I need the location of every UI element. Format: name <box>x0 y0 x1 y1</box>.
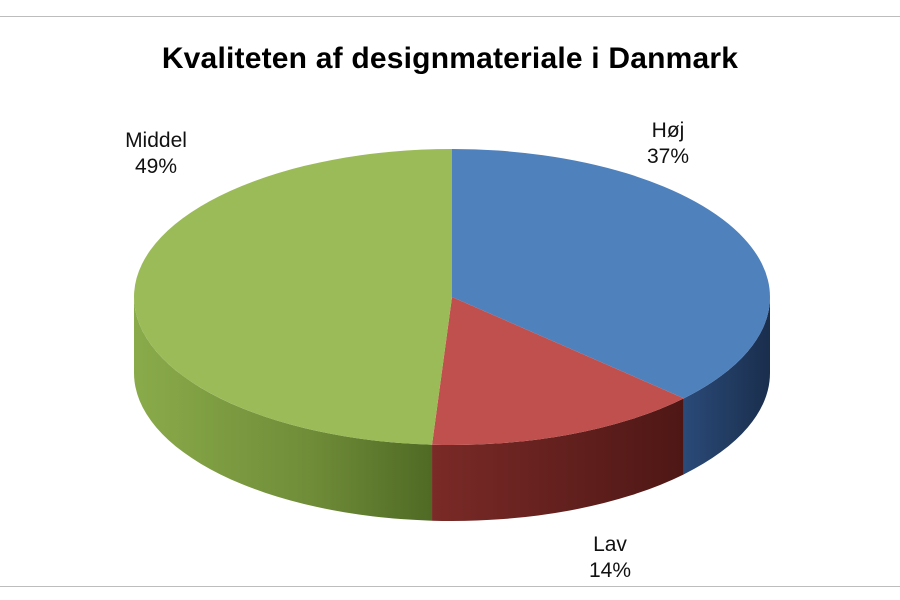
frame-top-border <box>0 16 900 17</box>
pie-slice-middel <box>134 149 452 445</box>
slice-label-middel-name: Middel <box>125 129 187 152</box>
slice-label-hoj: Høj 37% <box>608 118 728 170</box>
pie-slice-side-lav <box>432 398 684 521</box>
slice-label-lav: Lav 14% <box>550 532 670 584</box>
slice-label-hoj-name: Høj <box>651 119 685 142</box>
pie-slice-side-middel <box>134 297 433 521</box>
slice-label-lav-name: Lav <box>593 533 627 556</box>
slice-label-middel: Middel 49% <box>96 128 216 180</box>
pie-slice-side-hoj <box>683 297 770 475</box>
slice-label-hoj-value: 37% <box>646 145 690 168</box>
chart-title: Kvaliteten af designmateriale i Danmark <box>161 42 739 75</box>
frame-bottom-border <box>0 586 900 587</box>
slice-label-lav-value: 14% <box>588 559 632 582</box>
slice-label-middel-value: 49% <box>134 155 178 178</box>
pie-slice-hoj <box>452 149 770 399</box>
pie-slice-lav <box>432 297 684 445</box>
